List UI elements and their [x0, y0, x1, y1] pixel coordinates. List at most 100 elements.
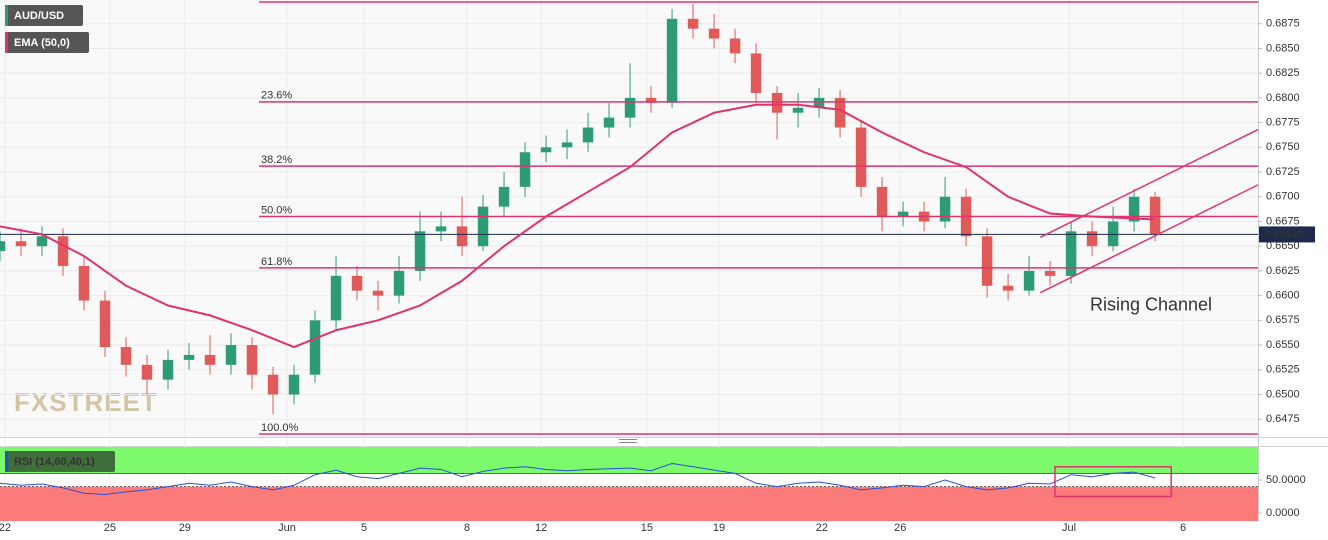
candle-body [561, 142, 573, 148]
candle-body [225, 345, 237, 365]
x-tick-label: 15 [641, 522, 653, 534]
rsi-legend-box [5, 451, 115, 472]
x-tick-label: 22 [0, 522, 11, 534]
y-tick-label: 0.6700 [1266, 191, 1300, 203]
y-tick-label: 0.6475 [1266, 413, 1300, 425]
candle-body [372, 290, 384, 296]
y-tick-label: 0.6525 [1266, 364, 1300, 376]
watermark: FXSTREET [14, 387, 158, 417]
candle-body [141, 364, 153, 380]
candle-body [750, 53, 762, 93]
highlight-box [1054, 466, 1172, 498]
candle-body [939, 196, 951, 222]
candle-body [0, 241, 6, 252]
candle-body [99, 300, 111, 348]
fib-label: 61.8% [261, 256, 292, 268]
rsi-legend-label: RSI (14,60,40,1) [14, 456, 95, 468]
candle-body [246, 345, 258, 375]
candle-body [540, 147, 552, 153]
channel-line [1039, 184, 1259, 294]
candle-body [1107, 221, 1119, 247]
candle-body [330, 275, 342, 321]
candle-body [162, 359, 174, 380]
candle-body [1023, 270, 1035, 291]
candle-body [435, 226, 447, 232]
candle-body [351, 275, 363, 291]
candle-body [897, 211, 909, 217]
candle-body [813, 97, 825, 108]
candle-body [36, 236, 48, 247]
y-tick-label: 0.6825 [1266, 67, 1300, 79]
candle-body [120, 347, 132, 365]
candle-body [708, 28, 720, 39]
candle-body [456, 226, 468, 247]
candle-body [771, 92, 783, 113]
y-tick-label: 0.6550 [1266, 339, 1300, 351]
rsi-tick-label: 0.0000 [1266, 507, 1300, 519]
x-tick-label: 5 [361, 522, 367, 534]
y-tick-label: 0.6775 [1266, 117, 1300, 129]
y-tick-label: 0.6600 [1266, 290, 1300, 302]
candle-body [603, 117, 615, 128]
y-tick-label: 0.6750 [1266, 141, 1300, 153]
candle-body [393, 270, 405, 296]
legend-label: EMA (50,0) [14, 37, 70, 49]
candle-body [267, 374, 279, 395]
rsi-line [0, 462, 1156, 496]
candle-body [645, 97, 657, 103]
x-tick-label: 12 [535, 522, 547, 534]
legend-swatch [5, 451, 8, 472]
y-tick-label: 0.6575 [1266, 314, 1300, 326]
candle-body [183, 354, 195, 360]
y-tick-label: 0.6850 [1266, 42, 1300, 54]
last-price-box [1259, 226, 1315, 243]
x-tick-label: 8 [464, 522, 470, 534]
candle-body [1149, 196, 1161, 235]
legend-label: AUD/USD [14, 10, 64, 22]
candle-body [288, 374, 300, 395]
x-tick-label: 6 [1180, 522, 1186, 534]
y-tick-label: 0.6675 [1266, 215, 1300, 227]
y-tick-label: 0.6500 [1266, 388, 1300, 400]
fib-label: 23.6% [261, 90, 292, 102]
candle-body [687, 18, 699, 29]
candle-body [834, 97, 846, 128]
candle-body [792, 107, 804, 113]
candle-body [1086, 231, 1098, 247]
candle-body [57, 236, 69, 266]
candle-body [78, 265, 90, 301]
y-tick-label: 0.6800 [1266, 92, 1300, 104]
x-tick-label: Jun [278, 522, 296, 534]
legend-swatch [5, 32, 8, 53]
rsi-oversold-zone [0, 486, 1258, 521]
candle-body [498, 186, 510, 207]
candle-body [15, 241, 27, 247]
candle-body [519, 152, 531, 187]
x-tick-label: Jul [1062, 522, 1076, 534]
rsi-overbought-zone [0, 447, 1258, 474]
x-tick-label: 19 [713, 522, 725, 534]
y-tick-label: 0.6875 [1266, 18, 1300, 30]
fib-label: 50.0% [261, 204, 292, 216]
resize-handle[interactable] [619, 439, 637, 443]
y-tick-label: 0.6725 [1266, 166, 1300, 178]
candle-body [582, 127, 594, 143]
candle-body [1002, 285, 1014, 291]
legend-box [5, 5, 83, 26]
candle-body [855, 127, 867, 187]
fib-label: 38.2% [261, 154, 292, 166]
candle-body [204, 354, 216, 365]
y-tick-label: 0.6650 [1266, 240, 1300, 252]
candle-body [477, 206, 489, 247]
candle-body [309, 320, 321, 375]
x-tick-label: 26 [894, 522, 906, 534]
legend-box [5, 32, 89, 53]
candle-body [981, 236, 993, 286]
fib-label: 100.0% [261, 422, 299, 434]
x-tick-label: 25 [104, 522, 116, 534]
annotation: Rising Channel [1090, 294, 1212, 314]
candle-body [1065, 231, 1077, 276]
last-price-label: 0.66619 [1264, 228, 1304, 240]
candle-body [876, 186, 888, 217]
